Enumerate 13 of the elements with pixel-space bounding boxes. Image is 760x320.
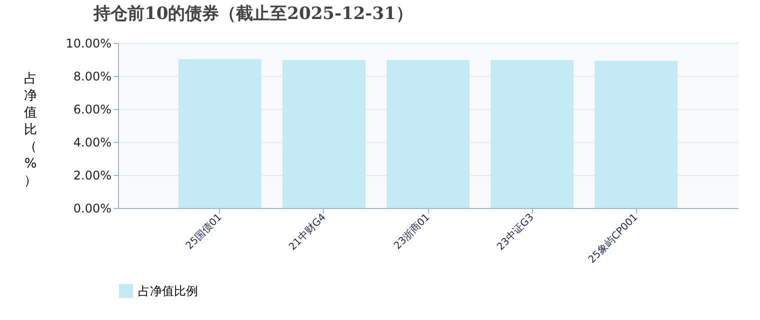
x-tick-label: 23中证G3 [494, 211, 536, 253]
y-tick-label: 0.00% [73, 202, 112, 216]
chart-title: 持仓前10的债券（截止至2025-12-31） [92, 4, 413, 24]
y-tick-label: 2.00% [73, 168, 112, 182]
y-tick-label: 4.00% [73, 136, 112, 150]
x-tick-label: 23浙商01 [392, 211, 432, 252]
y-tick-label: 6.00% [73, 102, 112, 116]
y-axis-title: 占净值比（%） [24, 72, 37, 188]
x-tick-label: 21中财G4 [286, 211, 328, 253]
y-tick-label: 8.00% [73, 70, 112, 84]
y-tick-label: 10.00% [66, 36, 112, 50]
legend-label: 占净值比例 [138, 284, 198, 298]
x-tick-label: 25国债01 [184, 212, 224, 252]
